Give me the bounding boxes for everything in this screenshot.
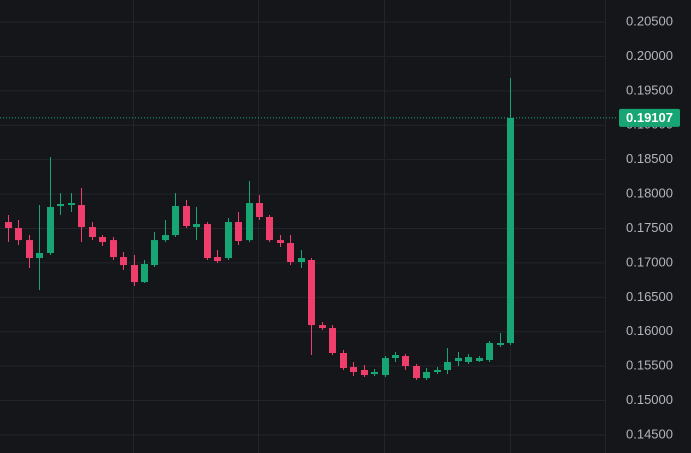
candle-body	[162, 235, 169, 241]
y-tick-label: 0.20500	[626, 13, 673, 28]
candle-body	[287, 243, 294, 263]
candle-body	[455, 358, 462, 362]
y-tick-label: 0.19500	[626, 82, 673, 97]
y-tick-label: 0.17500	[626, 220, 673, 235]
candle-body	[319, 325, 326, 329]
candle-body	[465, 357, 472, 363]
candle-body	[246, 203, 253, 241]
candle-body	[361, 369, 368, 376]
candle-body	[256, 203, 263, 218]
candle-body	[266, 217, 273, 241]
candle-body	[15, 228, 22, 241]
candle-body	[308, 260, 315, 326]
y-tick-label: 0.14500	[626, 426, 673, 441]
last-price-label: 0.19107	[626, 110, 673, 125]
last-price-box	[619, 108, 680, 127]
candle-body	[99, 237, 106, 243]
candle-body	[298, 258, 305, 263]
candle-body	[225, 222, 232, 259]
candle-body	[183, 206, 190, 227]
candle-body	[68, 203, 75, 206]
candle-body	[402, 356, 409, 367]
candle-body	[392, 354, 399, 359]
candle-body	[78, 205, 85, 228]
candle-body	[486, 343, 493, 361]
y-tick-label: 0.17000	[626, 254, 673, 269]
candle-body	[434, 369, 441, 372]
candle-body	[507, 117, 514, 344]
candle-body	[382, 358, 389, 376]
candle-body	[423, 371, 430, 379]
candle-body	[444, 362, 451, 370]
candle-body	[120, 257, 127, 266]
candle-body	[5, 222, 12, 229]
candle-body	[204, 224, 211, 259]
candle-body	[57, 203, 64, 207]
candle-body	[371, 371, 378, 375]
candle-body	[47, 207, 54, 253]
candle-body	[151, 240, 158, 266]
y-tick-label: 0.15000	[626, 392, 673, 407]
candle-body	[26, 240, 33, 259]
y-tick-label: 0.20000	[626, 48, 673, 63]
candle-body	[141, 264, 148, 283]
y-tick-label: 0.16500	[626, 289, 673, 304]
candle-body	[110, 240, 117, 258]
candle-body	[350, 367, 357, 372]
candle-body	[413, 366, 420, 379]
candle-body	[36, 252, 43, 259]
y-tick-label: 0.18000	[626, 186, 673, 201]
candle-body	[193, 224, 200, 228]
candle-body	[172, 206, 179, 236]
candle-body	[131, 265, 138, 283]
y-tick-label: 0.15500	[626, 358, 673, 373]
y-tick-label: 0.16000	[626, 323, 673, 338]
candle-body	[340, 352, 347, 369]
candle-body	[277, 240, 284, 244]
candle-body	[235, 222, 242, 242]
candle-body	[329, 328, 336, 353]
y-tick-label: 0.18500	[626, 151, 673, 166]
candle-body	[476, 358, 483, 362]
candle-body	[497, 343, 504, 346]
candle-body	[89, 227, 96, 238]
candle-body	[214, 257, 221, 262]
